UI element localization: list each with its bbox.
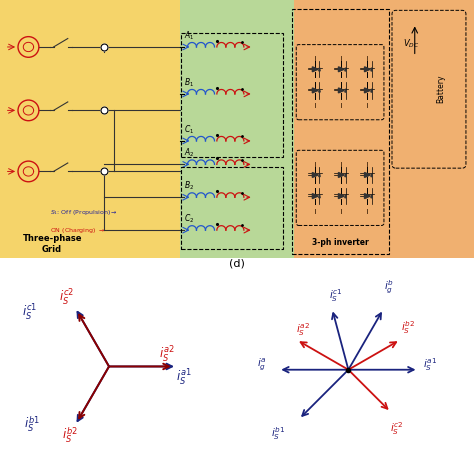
Text: $i_S^{c2}$: $i_S^{c2}$ bbox=[59, 288, 74, 308]
Text: $B_2$: $B_2$ bbox=[184, 180, 194, 192]
Bar bbox=[0, 0, 180, 258]
Polygon shape bbox=[312, 88, 318, 93]
Text: ON (Charging) $\rightarrow$: ON (Charging) $\rightarrow$ bbox=[50, 227, 105, 236]
Bar bbox=[181, 33, 283, 157]
Polygon shape bbox=[319, 194, 320, 198]
Polygon shape bbox=[319, 173, 320, 177]
Text: $i_S^{c2}$: $i_S^{c2}$ bbox=[390, 420, 403, 438]
Polygon shape bbox=[365, 173, 370, 177]
Text: Battery: Battery bbox=[437, 75, 445, 103]
Text: $V_{DC}$: $V_{DC}$ bbox=[403, 38, 419, 50]
Polygon shape bbox=[345, 89, 346, 92]
Text: $i_S^{a1}$: $i_S^{a1}$ bbox=[176, 368, 192, 388]
Bar bbox=[180, 0, 294, 258]
Polygon shape bbox=[312, 173, 318, 177]
Text: $i_S^{c1}$: $i_S^{c1}$ bbox=[329, 287, 343, 304]
Polygon shape bbox=[312, 194, 318, 199]
Polygon shape bbox=[338, 88, 344, 93]
Text: $B_1$: $B_1$ bbox=[184, 76, 194, 89]
Text: $i_S^{a2}$: $i_S^{a2}$ bbox=[296, 321, 310, 338]
Text: $i_S^{b2}$: $i_S^{b2}$ bbox=[62, 425, 78, 445]
Polygon shape bbox=[338, 67, 344, 72]
Polygon shape bbox=[365, 88, 370, 93]
Polygon shape bbox=[345, 194, 346, 198]
Text: Three-phase
Grid: Three-phase Grid bbox=[22, 234, 82, 254]
Polygon shape bbox=[338, 194, 344, 199]
Polygon shape bbox=[371, 173, 373, 177]
Text: $A_1$: $A_1$ bbox=[184, 29, 194, 42]
Bar bbox=[292, 9, 389, 254]
Text: $i_S^{b1}$: $i_S^{b1}$ bbox=[24, 414, 40, 434]
Bar bbox=[294, 0, 474, 258]
Polygon shape bbox=[319, 68, 320, 71]
Text: $i_S^{a2}$: $i_S^{a2}$ bbox=[158, 345, 174, 365]
Bar bbox=[181, 167, 283, 249]
Text: $i_S^{a1}$: $i_S^{a1}$ bbox=[423, 356, 438, 373]
Polygon shape bbox=[338, 173, 344, 177]
Text: $i_S^{b1}$: $i_S^{b1}$ bbox=[271, 425, 285, 442]
Text: $S_1$: Off (Propulsion)$\rightarrow$: $S_1$: Off (Propulsion)$\rightarrow$ bbox=[50, 208, 118, 217]
Text: 3-ph inverter: 3-ph inverter bbox=[312, 238, 369, 247]
Polygon shape bbox=[371, 194, 373, 198]
Text: $C_1$: $C_1$ bbox=[184, 123, 194, 136]
Polygon shape bbox=[319, 89, 320, 92]
Polygon shape bbox=[371, 89, 373, 92]
Polygon shape bbox=[365, 194, 370, 199]
Text: $i_S^{c1}$: $i_S^{c1}$ bbox=[22, 303, 37, 323]
Polygon shape bbox=[345, 68, 346, 71]
Polygon shape bbox=[371, 68, 373, 71]
Polygon shape bbox=[345, 173, 346, 177]
Text: (d): (d) bbox=[229, 258, 245, 268]
Text: $C_2$: $C_2$ bbox=[184, 213, 194, 225]
Text: $i_S^{b2}$: $i_S^{b2}$ bbox=[401, 319, 415, 337]
Text: $i_g^{b}$: $i_g^{b}$ bbox=[384, 279, 394, 296]
Polygon shape bbox=[365, 67, 370, 72]
Text: $A_2$: $A_2$ bbox=[184, 147, 194, 159]
Polygon shape bbox=[312, 67, 318, 72]
Text: $i_g^{a}$: $i_g^{a}$ bbox=[257, 356, 267, 373]
